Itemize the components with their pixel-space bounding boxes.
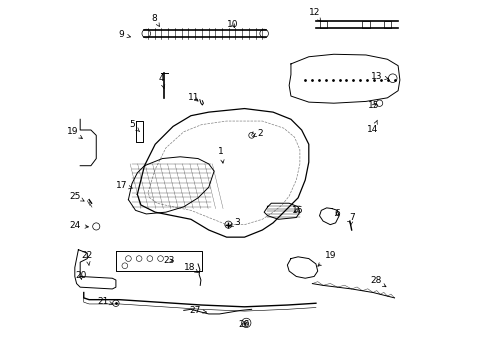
- Text: 15: 15: [367, 101, 379, 110]
- Text: 19: 19: [66, 127, 82, 139]
- Text: 24: 24: [69, 221, 88, 230]
- Text: 9: 9: [118, 30, 130, 39]
- Text: 23: 23: [163, 256, 174, 265]
- Text: 4: 4: [159, 74, 164, 88]
- Text: 28: 28: [369, 276, 385, 287]
- Text: 14: 14: [366, 120, 378, 135]
- Text: 20: 20: [75, 271, 86, 280]
- Text: 5: 5: [129, 120, 140, 132]
- Bar: [383, 21, 390, 28]
- Text: 19: 19: [317, 251, 335, 266]
- Text: 11: 11: [188, 93, 199, 102]
- Text: 7: 7: [348, 213, 354, 225]
- Text: 27: 27: [189, 306, 206, 315]
- Text: 8: 8: [151, 14, 159, 26]
- Text: 25: 25: [69, 192, 84, 201]
- Bar: [362, 21, 369, 28]
- Text: 13: 13: [370, 72, 387, 81]
- Text: 18: 18: [184, 263, 198, 273]
- Text: 3: 3: [229, 219, 240, 228]
- Text: 17: 17: [115, 181, 132, 190]
- Text: 22: 22: [81, 251, 93, 265]
- Text: 2: 2: [252, 129, 263, 138]
- Text: 16: 16: [291, 206, 303, 215]
- Text: 21: 21: [98, 297, 112, 306]
- Text: 12: 12: [308, 8, 320, 22]
- Bar: [319, 21, 326, 28]
- Text: 1: 1: [218, 147, 224, 163]
- Text: 26: 26: [238, 320, 250, 329]
- Text: 6: 6: [334, 210, 340, 219]
- Text: 10: 10: [227, 20, 238, 29]
